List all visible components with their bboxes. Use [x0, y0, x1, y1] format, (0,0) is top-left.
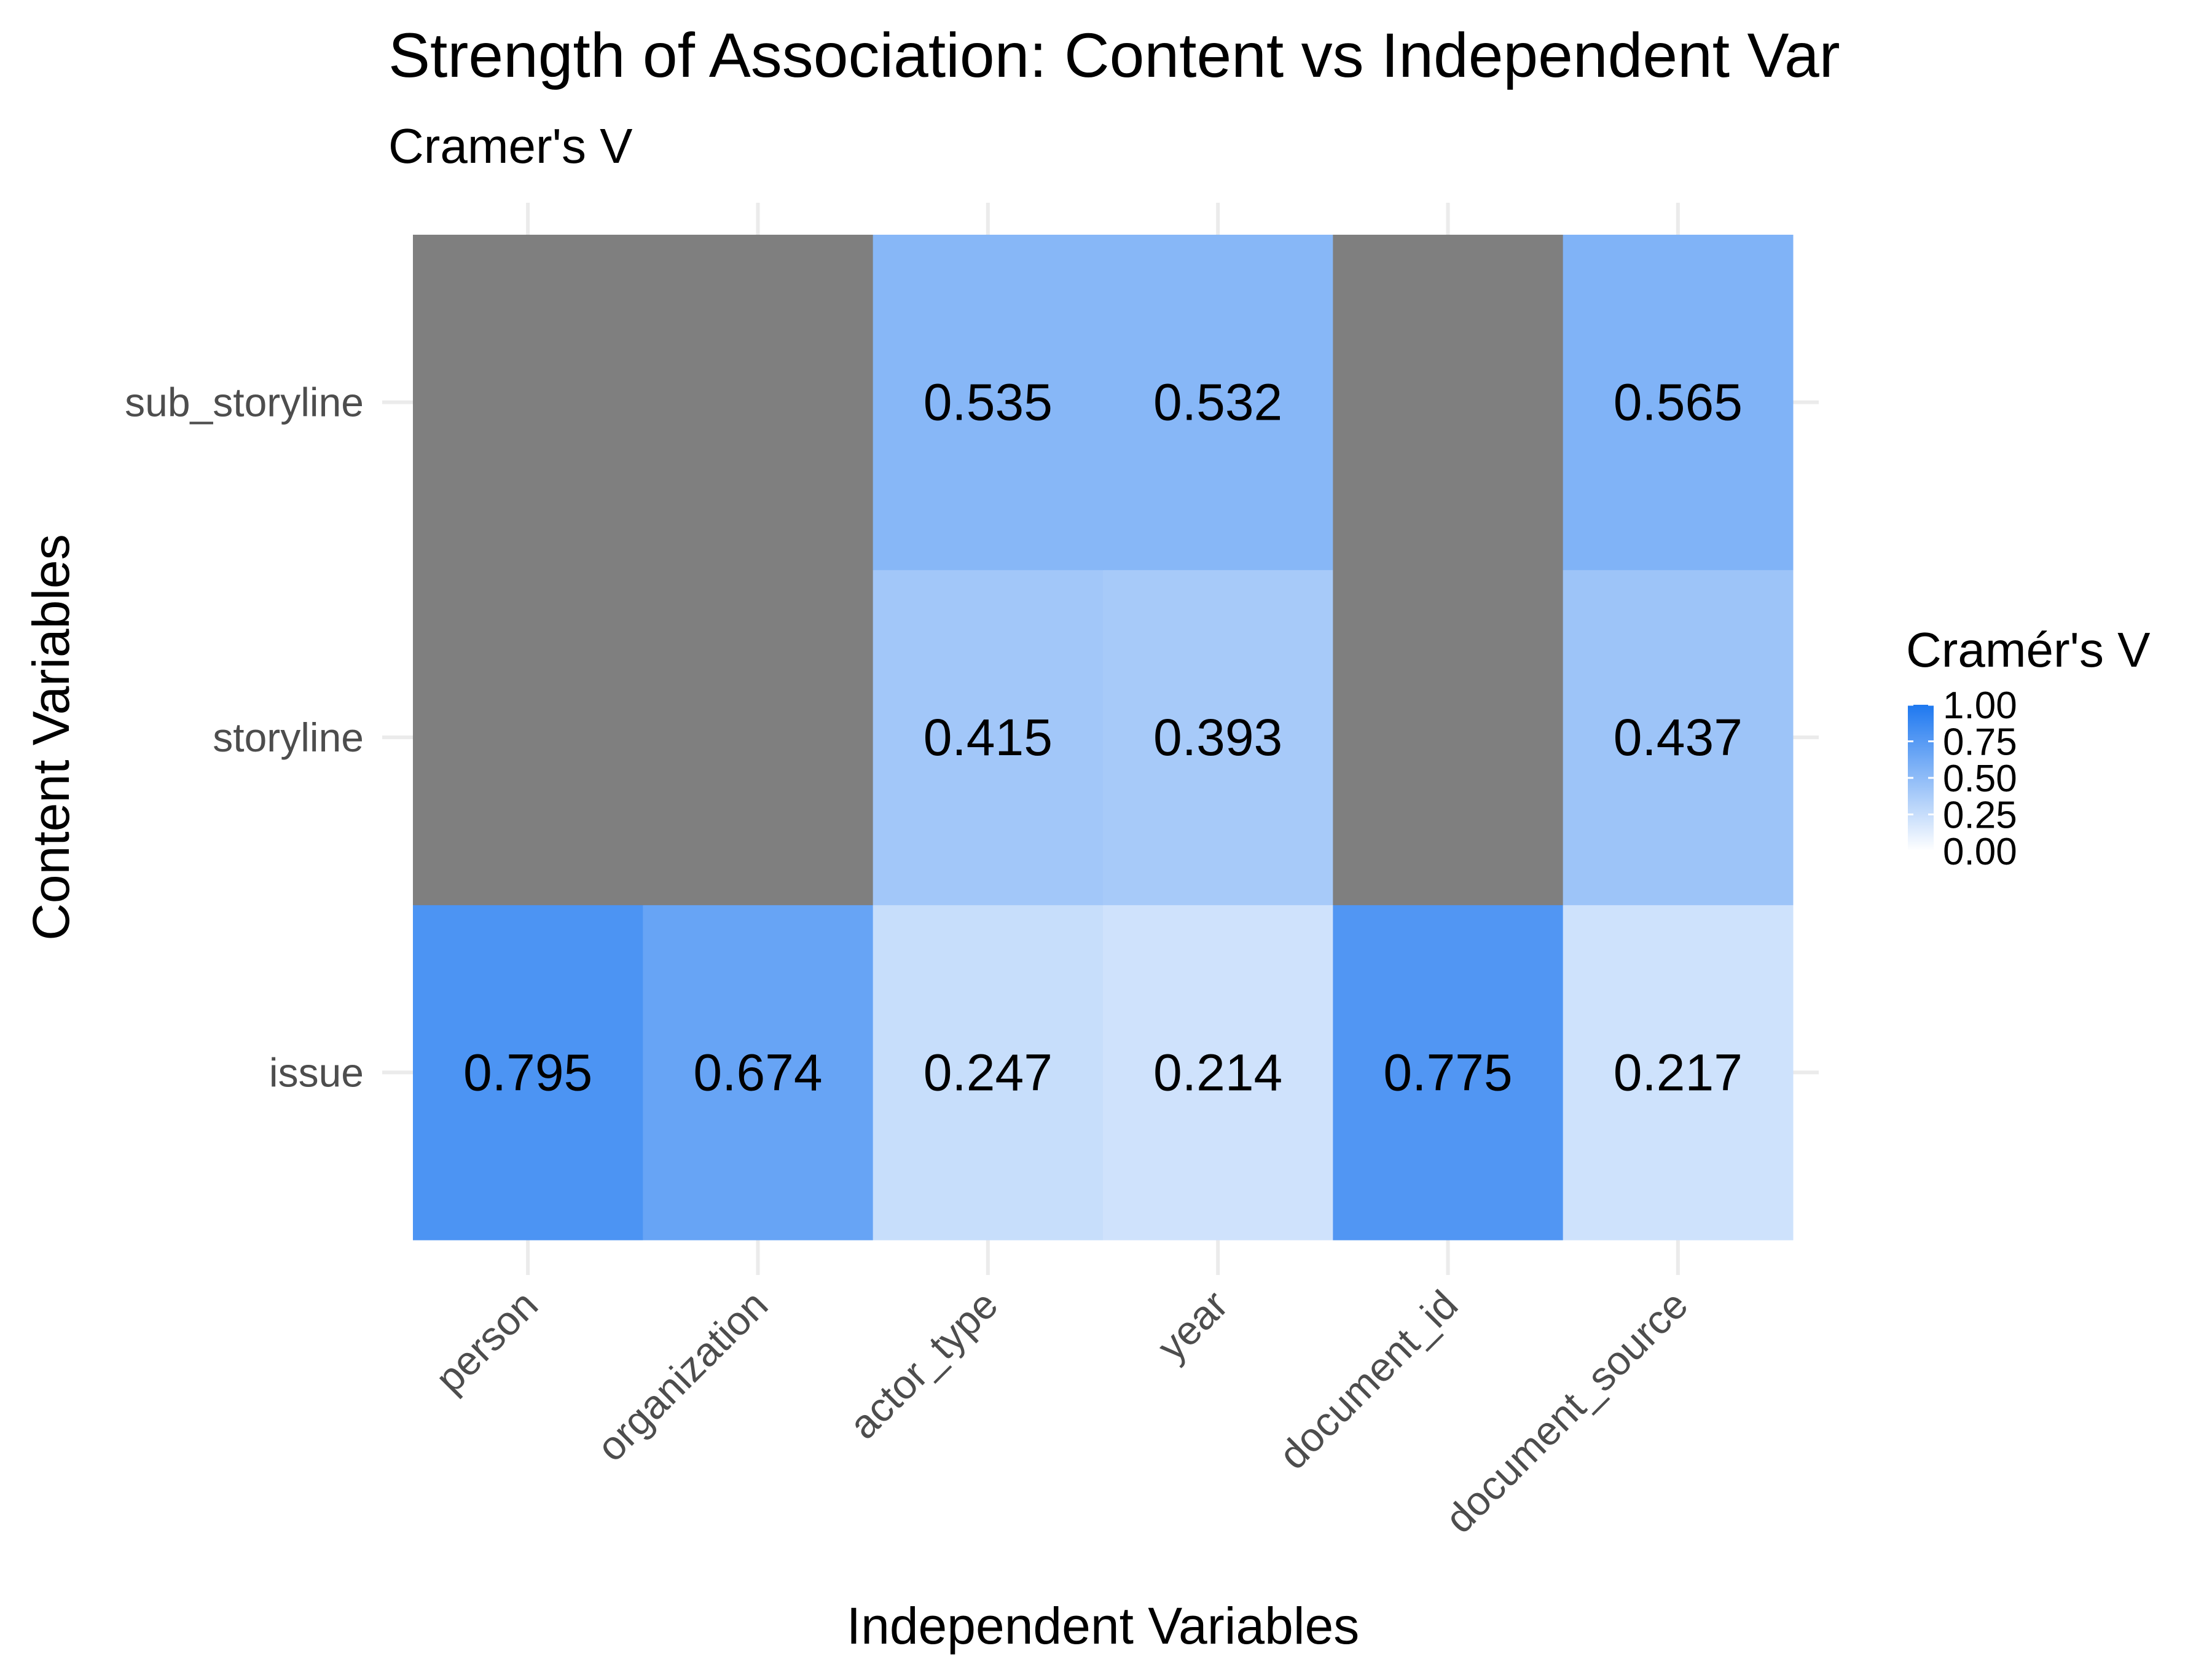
legend-title: Cramér's V	[1906, 622, 2151, 677]
legend-ticks: 1.000.750.500.250.00	[1908, 684, 2017, 873]
y-tick-label: storyline	[213, 715, 364, 760]
y-axis-title: Content Variables	[22, 534, 80, 941]
y-tick-label: sub_storyline	[125, 380, 364, 425]
heatmap-cell-storyline-actor_type	[873, 570, 1104, 906]
heatmap-cells	[413, 235, 1794, 1241]
heatmap-cell-issue-actor_type	[873, 904, 1104, 1241]
color-legend: Cramér's V 1.000.750.500.250.00	[1906, 622, 2151, 873]
heatmap-cell-issue-document_source	[1563, 904, 1794, 1241]
heatmap-cell-sub_storyline-year	[1103, 235, 1333, 570]
heatmap-cell-storyline-person	[413, 570, 643, 906]
cell-value-label: 0.415	[924, 708, 1053, 766]
cell-value-label: 0.775	[1383, 1043, 1512, 1101]
cell-value-label: 0.532	[1153, 374, 1282, 431]
legend-tick-label: 1.00	[1943, 684, 2017, 727]
heatmap-cell-issue-year	[1103, 904, 1333, 1241]
heatmap-cell-issue-document_id	[1333, 904, 1564, 1241]
heatmap-cell-issue-person	[413, 904, 643, 1241]
heatmap-cell-sub_storyline-document_id	[1333, 235, 1564, 570]
heatmap-cell-storyline-organization	[643, 570, 874, 906]
cell-value-label: 0.247	[924, 1043, 1053, 1101]
legend-tick-label: 0.00	[1943, 831, 2017, 873]
legend-tick-label: 0.50	[1943, 758, 2017, 800]
heatmap-cell-issue-organization	[643, 904, 874, 1241]
x-tick-label: organization	[588, 1282, 777, 1470]
cell-value-label: 0.217	[1614, 1043, 1743, 1101]
x-tick-label: document_source	[1436, 1282, 1696, 1542]
legend-tick-label: 0.25	[1943, 794, 2017, 837]
chart-title: Strength of Association: Content vs Inde…	[388, 20, 1840, 90]
heatmap-cell-labels: 0.795 0.674 0.247 0.214 0.775 0.217 0.415 0.393…	[463, 374, 1743, 1102]
heatmap-cell-sub_storyline-organization	[643, 235, 874, 570]
heatmap-cell-sub_storyline-document_source	[1563, 235, 1794, 570]
heatmap-cell-sub_storyline-actor_type	[873, 235, 1104, 570]
cell-value-label: 0.437	[1614, 708, 1743, 766]
x-tick-label: document_id	[1270, 1282, 1467, 1478]
cell-value-label: 0.535	[924, 374, 1053, 431]
x-tick-label: year	[1148, 1282, 1236, 1370]
chart-subtitle: Cramer's V	[388, 119, 633, 173]
cell-value-label: 0.565	[1614, 374, 1743, 431]
cell-value-label: 0.795	[463, 1043, 592, 1101]
heatmap-cell-storyline-document_id	[1333, 570, 1564, 906]
cell-value-label: 0.674	[693, 1043, 822, 1101]
heatmap-cell-storyline-year	[1103, 570, 1333, 906]
cell-value-label: 0.214	[1153, 1043, 1282, 1101]
x-tick-label: person	[426, 1282, 546, 1402]
x-axis-ticks: person organization actor_type year document…	[426, 1282, 1696, 1542]
x-axis-title: Independent Variables	[847, 1597, 1359, 1655]
cell-value-label: 0.393	[1153, 708, 1282, 766]
heatmap-cell-storyline-document_source	[1563, 570, 1794, 906]
y-tick-label: issue	[269, 1049, 364, 1095]
heatmap-cell-sub_storyline-person	[413, 235, 643, 570]
x-tick-label: actor_type	[840, 1282, 1006, 1448]
y-axis-ticks: issue storyline sub_storyline	[125, 380, 364, 1096]
legend-tick-label: 0.75	[1943, 721, 2017, 764]
